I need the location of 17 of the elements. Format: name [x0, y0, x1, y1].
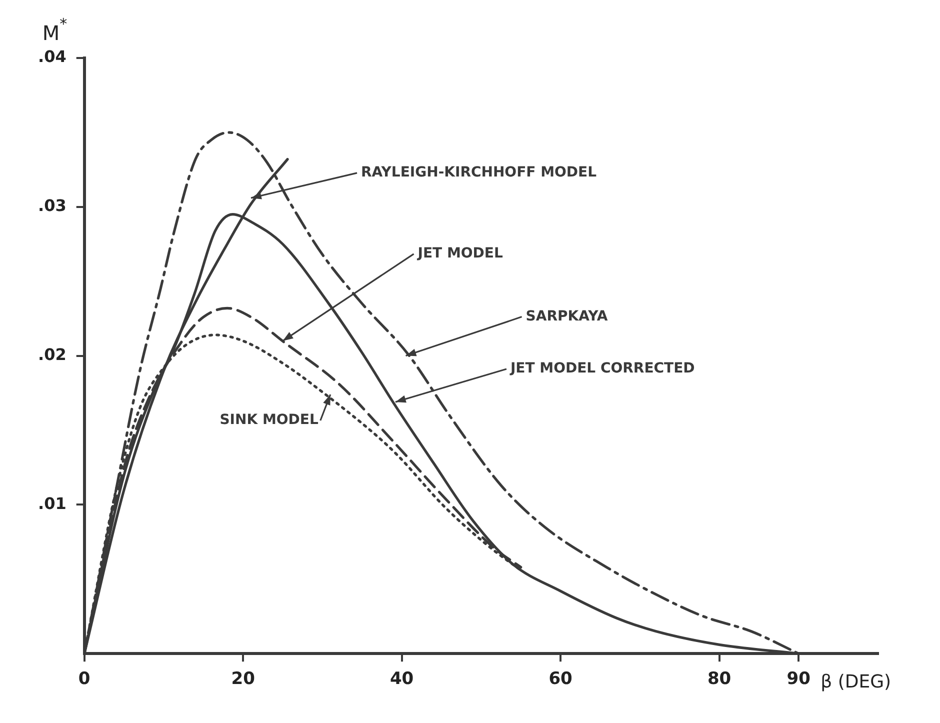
x-tick-label: 90: [786, 669, 811, 690]
annotation: JET MODEL: [416, 246, 503, 262]
x-tick-label: 20: [231, 669, 256, 690]
annotation: SARPKAYA: [526, 308, 608, 324]
x-axis-title: β (DEG): [820, 672, 892, 693]
annotation: SINK MODEL: [220, 412, 318, 428]
y-tick-label: .03: [38, 196, 66, 216]
x-tick-label: 40: [390, 669, 414, 690]
x-tick-label: 60: [548, 669, 573, 690]
y-tick-label: .02: [38, 344, 66, 364]
annotation: RAYLEIGH-KIRCHHOFF MODEL: [361, 164, 597, 181]
annotation: JET MODEL CORRECTED: [509, 360, 695, 377]
y-tick-label: .01: [38, 494, 66, 513]
x-tick-label: 80: [707, 669, 732, 690]
x-tick-label: 0: [78, 669, 90, 690]
y-axis-title: M*: [42, 15, 68, 45]
y-tick-label: .04: [38, 47, 66, 66]
